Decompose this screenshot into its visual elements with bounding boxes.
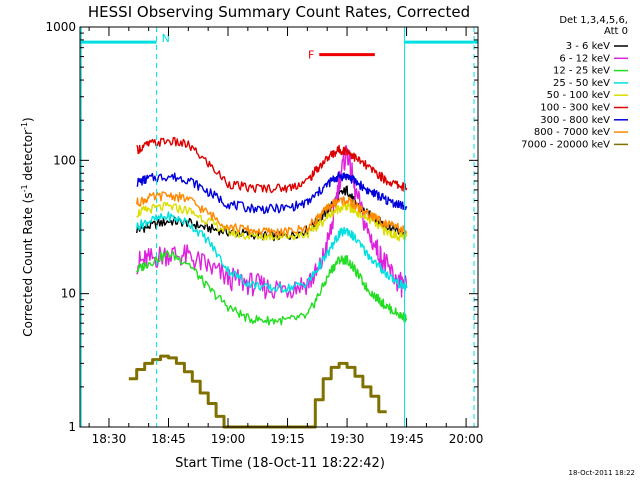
x-tick-label: 19:30	[330, 432, 365, 446]
legend-label-3-6-kev: 3 - 6 keV	[566, 41, 610, 52]
x-tick-label: 19:15	[270, 432, 305, 446]
series-line-50-100-kev	[136, 201, 408, 242]
x-axis-label: Start Time (18-Oct-11 18:22:42)	[175, 456, 385, 471]
legend-header-line: Det 1,3,4,5,6,	[559, 15, 628, 26]
series-line-800-7000-kev	[136, 191, 408, 238]
legend-label-800-7000-kev: 800 - 7000 keV	[534, 127, 610, 138]
x-tick-label: 20:00	[449, 432, 484, 446]
footer-timestamp: 18-Oct-2011 18:22	[569, 469, 635, 477]
legend-header-line: Att 0	[604, 26, 628, 37]
y-tick-label: 1	[68, 420, 76, 434]
interval-label: F	[308, 49, 314, 62]
y-label-main: Corrected Count Rate (s	[21, 192, 35, 336]
y-label-end: )	[21, 117, 35, 122]
x-tick-label: 18:30	[92, 432, 127, 446]
interval-label: N	[162, 32, 170, 45]
legend-label-7000-20000-kev: 7000 - 20000 keV	[521, 139, 610, 150]
series-line-6-12-kev	[136, 144, 408, 300]
legend-label-300-800-kev: 300 - 800 keV	[540, 115, 610, 126]
x-tick-label: 18:45	[151, 432, 186, 446]
series-line-7000-20000-kev	[128, 354, 387, 429]
y-axis-label: Corrected Count Rate (s-1 detector-1)	[20, 117, 35, 336]
x-tick-label: 19:45	[389, 432, 424, 446]
chart-title: HESSI Observing Summary Count Rates, Cor…	[88, 3, 470, 21]
y-tick-label: 100	[53, 153, 76, 167]
legend-label-25-50-kev: 25 - 50 keV	[553, 78, 610, 89]
series-line-300-800-kev	[136, 171, 408, 215]
series-line-12-25-kev	[136, 250, 408, 326]
axis-layer: 18:30 18:45 19:00 19:15 19:30 19:45 20:00 1 10 10…	[45, 20, 483, 446]
series-line-100-300-kev	[136, 136, 408, 194]
series-line-3-6-kev	[136, 185, 408, 242]
legend-label-6-12-kev: 6 - 12 keV	[559, 53, 610, 64]
legend-label-100-300-kev: 100 - 300 keV	[540, 103, 610, 114]
legend-label-12-25-kev: 12 - 25 keV	[553, 66, 610, 77]
legend-label-50-100-kev: 50 - 100 keV	[547, 90, 611, 101]
y-tick-label: 1000	[45, 20, 76, 34]
overlay-layer: NF	[80, 27, 478, 427]
y-label-mid: detector	[21, 130, 35, 185]
plot-frame	[79, 26, 479, 428]
y-tick-label: 10	[61, 287, 76, 301]
x-tick-label: 19:00	[211, 432, 246, 446]
y-label-sup-2: -1	[20, 122, 29, 130]
series-layer	[128, 136, 408, 429]
y-label-sup-1: -1	[20, 184, 29, 192]
series-line-25-50-kev	[136, 211, 408, 294]
